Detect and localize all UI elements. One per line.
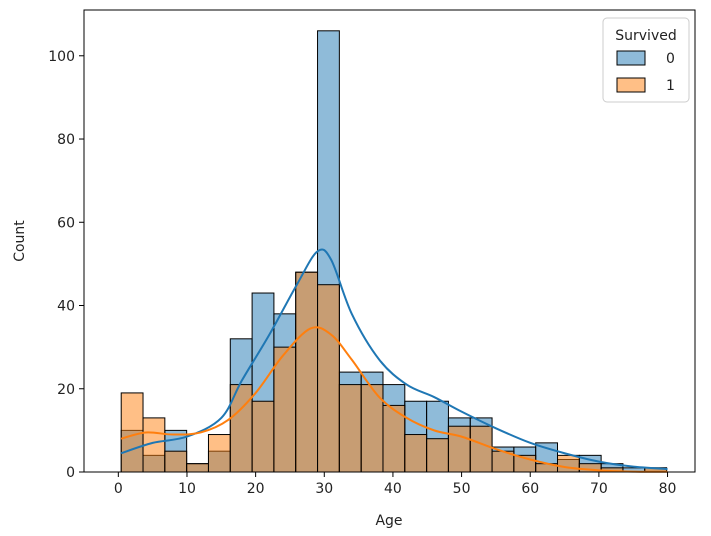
bar-1-13 — [404, 434, 428, 473]
bar-1-16 — [469, 425, 493, 473]
x-tick-label: 40 — [384, 481, 402, 497]
series-1-bars — [120, 271, 668, 473]
y-axis-label: Count — [12, 220, 28, 262]
kde-line-1 — [120, 326, 668, 473]
x-tick-label: 0 — [114, 481, 123, 497]
bar-1-3 — [186, 463, 209, 473]
y-tick-label: 0 — [66, 465, 75, 481]
y-tick-label: 80 — [57, 132, 75, 148]
x-tick-label: 60 — [521, 481, 539, 497]
bar-1-7 — [273, 346, 297, 473]
bar-1-8 — [295, 271, 319, 473]
x-tick-label: 30 — [315, 481, 333, 497]
y-axis-ticks: 0 20 40 60 80 100 — [48, 49, 84, 481]
bar-1-4 — [207, 434, 231, 473]
x-axis-ticks: 0 10 20 30 40 50 60 70 80 — [114, 472, 677, 497]
legend-swatch-1 — [616, 77, 646, 93]
x-tick-label: 70 — [590, 481, 608, 497]
bar-1-9 — [317, 284, 340, 473]
bar-1-6 — [251, 400, 275, 473]
legend-title: Survived — [615, 28, 676, 44]
legend-swatch-0 — [616, 50, 646, 66]
plot-frame — [83, 9, 696, 473]
y-tick-label: 100 — [48, 49, 75, 65]
x-axis-label: Age — [375, 513, 402, 529]
x-tick-label: 50 — [453, 481, 471, 497]
bar-1-14 — [426, 438, 449, 473]
bar-1-20 — [557, 454, 580, 473]
y-tick-label: 20 — [57, 382, 75, 398]
bar-1-10 — [338, 384, 362, 473]
kde-line-0 — [120, 248, 668, 471]
x-tick-label: 10 — [178, 481, 196, 497]
y-tick-label: 40 — [57, 299, 75, 315]
legend-entry-0: 0 — [666, 51, 675, 67]
legend-entry-1: 1 — [666, 78, 675, 94]
x-tick-label: 20 — [247, 481, 265, 497]
legend: Survived 0 1 — [602, 17, 690, 103]
bar-1-15 — [447, 425, 471, 473]
x-tick-label: 80 — [659, 481, 677, 497]
bar-1-2 — [164, 450, 188, 473]
y-tick-label: 60 — [57, 215, 75, 231]
kde-lines — [120, 248, 668, 473]
